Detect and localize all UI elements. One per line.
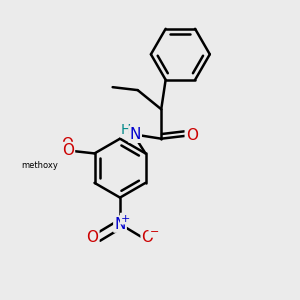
Text: methoxy: methoxy: [22, 161, 58, 170]
Text: +: +: [121, 214, 130, 224]
Text: O: O: [61, 137, 73, 152]
Text: N: N: [114, 217, 126, 232]
Text: O: O: [186, 128, 198, 143]
Text: O: O: [62, 143, 74, 158]
Text: N: N: [129, 127, 141, 142]
Text: O: O: [142, 230, 154, 245]
Text: O: O: [86, 230, 98, 245]
Text: H: H: [121, 123, 131, 137]
Text: −: −: [149, 227, 159, 237]
